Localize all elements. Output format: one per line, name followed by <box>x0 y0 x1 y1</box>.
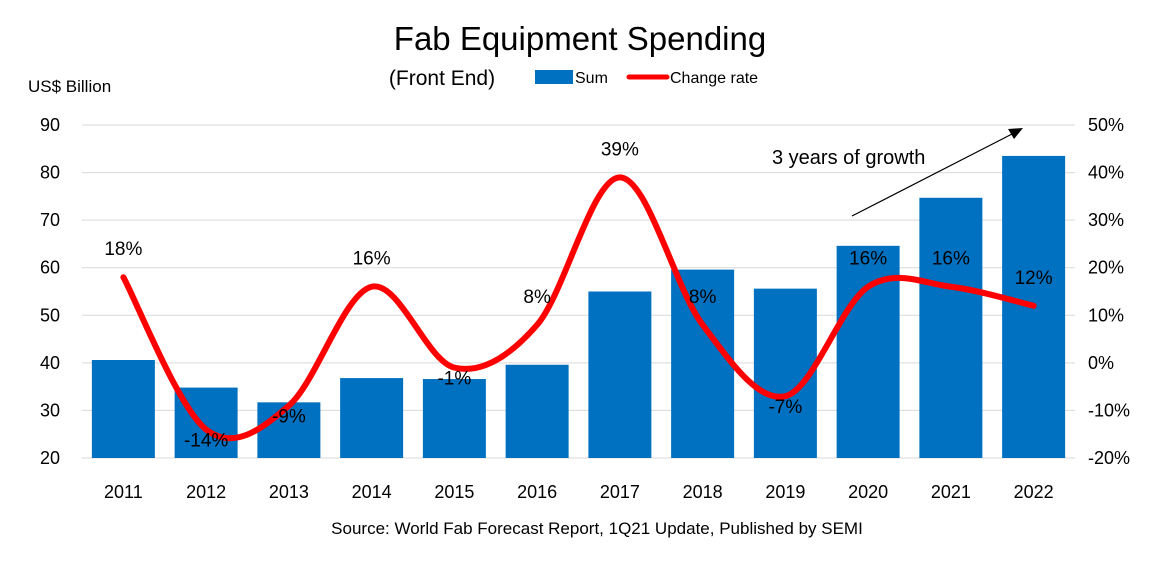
legend-swatch-sum <box>535 70 573 84</box>
y-tick-label: 30 <box>40 400 60 420</box>
legend: Sum Change rate <box>535 70 758 87</box>
x-tick-label: 2011 <box>104 482 143 502</box>
data-label-change-rate: 8% <box>689 287 717 308</box>
annotation-growth: 3 years of growth <box>772 147 925 169</box>
gridlines <box>82 124 1075 459</box>
data-label-change-rate: -9% <box>272 407 306 428</box>
y-tick-label: 80 <box>40 163 60 183</box>
y-axis-label: US$ Billion <box>28 77 111 96</box>
data-label-change-rate: 16% <box>849 249 887 270</box>
y-axis-left-ticks: 20 30 40 50 60 70 80 90 <box>40 115 60 468</box>
x-tick-label: 2013 <box>269 482 309 502</box>
y-tick-label: 60 <box>40 258 60 278</box>
x-tick-label: 2019 <box>765 482 805 502</box>
chart-title: Fab Equipment Spending <box>394 20 766 57</box>
y2-tick-label: 10% <box>1088 305 1124 325</box>
data-label-change-rate: 39% <box>601 139 639 160</box>
legend-label-sum: Sum <box>575 70 608 87</box>
y-tick-label: 90 <box>40 115 60 135</box>
x-tick-label: 2016 <box>517 482 557 502</box>
legend-label-change-rate: Change rate <box>670 70 758 87</box>
y2-tick-label: 50% <box>1088 115 1124 135</box>
x-tick-label: 2020 <box>848 482 888 502</box>
x-tick-label: 2022 <box>1014 482 1054 502</box>
data-labels: 18% -14% -9% 16% -1% 8% 39% 8% -7% 16% 16% 12% <box>104 139 1052 451</box>
y2-tick-label: 0% <box>1088 353 1114 373</box>
bar-2015 <box>422 379 486 458</box>
bar-2014 <box>340 378 404 458</box>
y-tick-label: 50 <box>40 305 60 325</box>
line-series-change-rate <box>120 174 1037 442</box>
chart-subtitle: (Front End) <box>389 67 495 90</box>
y2-tick-label: 20% <box>1088 258 1124 278</box>
chart-source: Source: World Fab Forecast Report, 1Q21 … <box>331 519 863 538</box>
bar-2016 <box>505 364 569 458</box>
y2-tick-label: 40% <box>1088 163 1124 183</box>
y2-tick-label: -20% <box>1088 448 1130 468</box>
data-label-change-rate: 16% <box>932 249 970 270</box>
data-label-change-rate: -1% <box>437 369 471 390</box>
data-label-change-rate: 18% <box>104 239 142 260</box>
growth-arrowhead <box>1008 128 1023 139</box>
data-label-change-rate: 8% <box>523 287 551 308</box>
x-tick-label: 2015 <box>434 482 474 502</box>
y-axis-right-ticks: -20% -10% 0% 10% 20% 30% 40% 50% <box>1088 115 1130 468</box>
y-tick-label: 70 <box>40 210 60 230</box>
bar-2021 <box>919 197 983 458</box>
y-tick-label: 40 <box>40 353 60 373</box>
data-label-change-rate: 12% <box>1015 268 1053 289</box>
x-tick-label: 2021 <box>931 482 971 502</box>
x-axis-ticks: 2011 2012 2013 2014 2015 2016 2017 2018 2019 2020… <box>104 482 1054 502</box>
bar-series-sum <box>91 155 1066 458</box>
y2-tick-label: -10% <box>1088 400 1130 420</box>
x-tick-label: 2014 <box>352 482 392 502</box>
bar-2013 <box>257 402 321 458</box>
data-label-change-rate: -7% <box>768 397 802 418</box>
bar-2018 <box>671 269 735 458</box>
data-label-change-rate: -14% <box>184 430 228 451</box>
data-label-change-rate: 16% <box>353 249 391 270</box>
y-tick-label: 20 <box>40 448 60 468</box>
bar-2017 <box>588 291 652 458</box>
x-tick-label: 2017 <box>600 482 640 502</box>
y2-tick-label: 30% <box>1088 210 1124 230</box>
growth-arrow <box>851 132 1015 217</box>
bar-2019 <box>753 288 817 458</box>
x-tick-label: 2012 <box>186 482 226 502</box>
bar-2011 <box>91 360 155 458</box>
x-tick-label: 2018 <box>683 482 723 502</box>
